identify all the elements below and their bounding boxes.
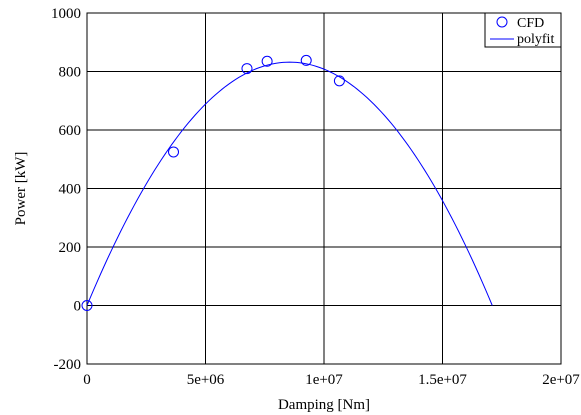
y-axis-ticks: -200 0 200 400 600 800 1000 (51, 6, 81, 373)
x-axis-ticks: 0 5e+06 1e+07 1.5e+07 2e+07 (83, 372, 580, 388)
y-tick-label: 0 (74, 299, 82, 315)
x-tick-label: 2e+07 (542, 372, 580, 388)
y-axis-label: Power [kW] (13, 152, 29, 226)
cfd-point (300, 54, 312, 66)
legend-label-cfd: CFD (517, 16, 544, 31)
y-tick-label: 200 (59, 240, 82, 256)
legend-marker-cfd (496, 16, 508, 28)
x-axis-label: Damping [Nm] (278, 397, 370, 413)
cfd-point (81, 300, 93, 311)
cfd-point (333, 75, 345, 87)
cfd-point (168, 146, 180, 158)
y-tick-label: -200 (54, 357, 82, 373)
x-tick-label: 5e+06 (187, 372, 225, 388)
x-tick-label: 1.5e+07 (418, 372, 467, 388)
polyfit-line (86, 61, 493, 306)
y-tick-label: 600 (59, 123, 82, 139)
series-layer (81, 54, 493, 311)
x-tick-label: 0 (83, 372, 91, 388)
y-tick-label: 800 (59, 65, 82, 81)
legend: CFD polyfit (484, 12, 562, 48)
y-tick-label: 400 (59, 182, 82, 198)
grid-lines (86, 12, 562, 365)
cfd-point (241, 63, 253, 75)
legend-label-polyfit: polyfit (517, 32, 554, 47)
plot-frame (86, 12, 562, 365)
cfd-point (261, 55, 273, 67)
y-tick-label: 1000 (51, 6, 81, 22)
x-tick-label: 1e+07 (305, 372, 343, 388)
